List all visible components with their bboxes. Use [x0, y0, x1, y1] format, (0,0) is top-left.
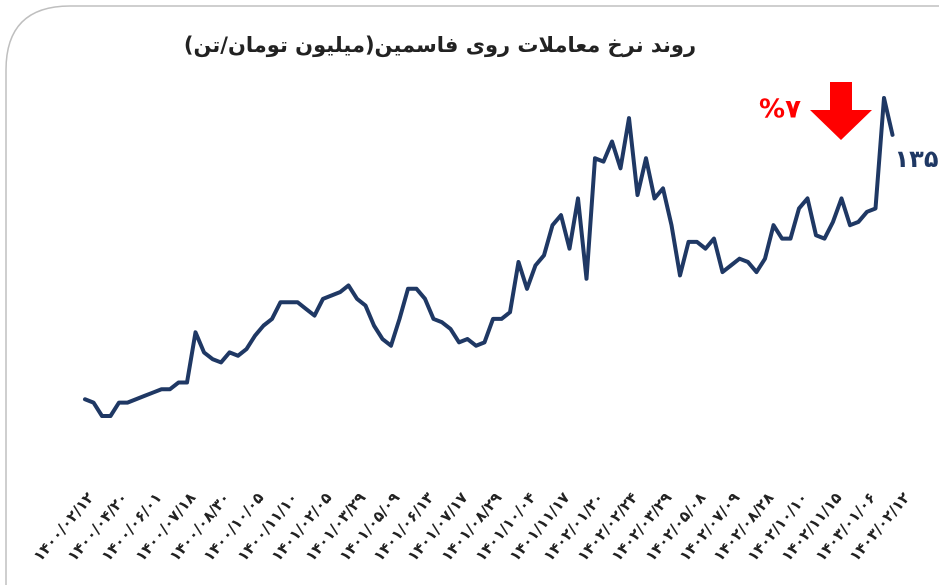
chart-title: روند نرخ معاملات روی فاسمین(میلیون تومان… [184, 33, 696, 57]
down-arrow [810, 82, 872, 140]
data-label: ۱۳۵ [895, 145, 939, 173]
frame [5, 5, 939, 585]
line [83, 96, 895, 418]
annotation: %۷ [759, 95, 801, 125]
